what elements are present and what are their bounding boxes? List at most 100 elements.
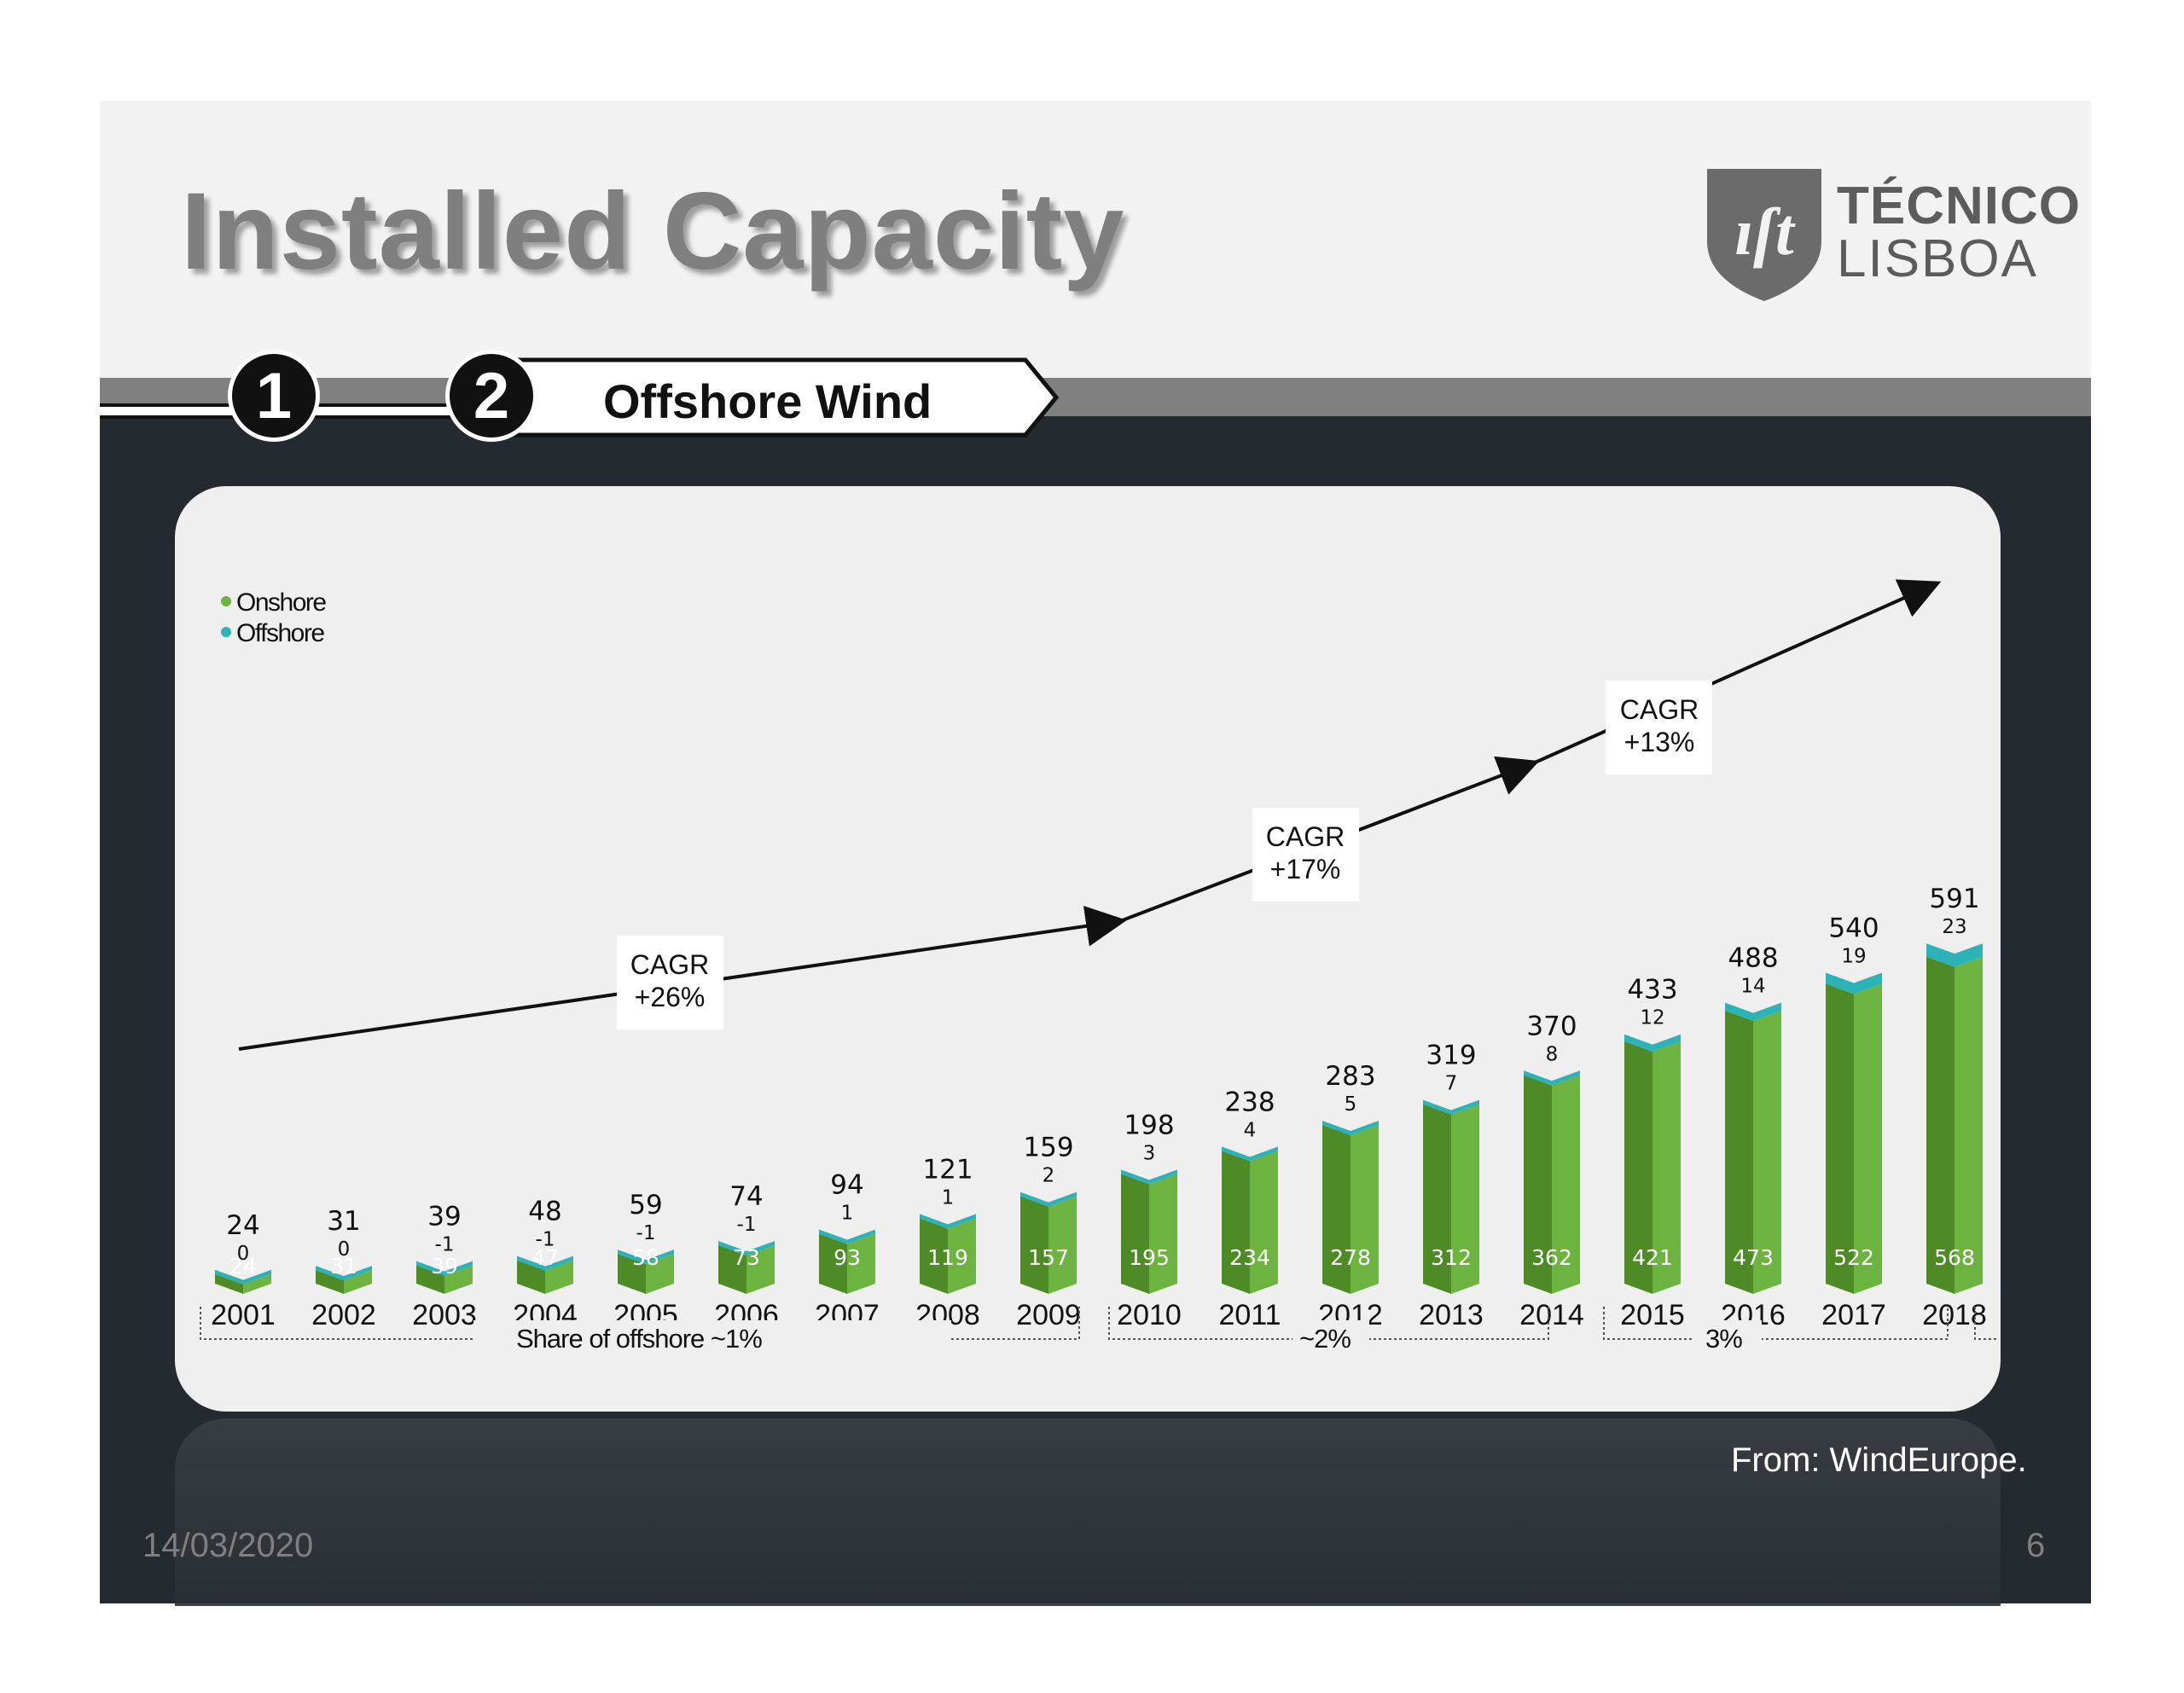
- x-tick-label: 2001: [211, 1299, 276, 1331]
- x-tick-label: 2018: [1922, 1299, 1987, 1331]
- step-1-circle[interactable]: 1: [228, 350, 320, 442]
- cagr-2-line2: +17%: [1270, 854, 1341, 884]
- cagr-1-line2: +26%: [635, 982, 706, 1012]
- offshore-label: 1: [841, 1203, 854, 1225]
- onshore-label: 522: [1833, 1245, 1874, 1270]
- share-label-bg-2: [1292, 1320, 1369, 1358]
- step-2-circle[interactable]: 2: [445, 350, 537, 442]
- onshore-label: 473: [1733, 1245, 1774, 1270]
- share-bracket-3: [1603, 1307, 1949, 1340]
- onshore-label: 93: [834, 1245, 861, 1270]
- legend-onshore-swatch: [221, 596, 231, 606]
- onshore-bar-right-face: [1350, 1124, 1379, 1294]
- total-label: 591: [1929, 884, 1979, 914]
- offshore-bar-segment: [1423, 1099, 1479, 1115]
- onshore-bar-right-face: [243, 1273, 271, 1294]
- total-label: 59: [629, 1190, 662, 1220]
- offshore-label: 1: [942, 1186, 955, 1209]
- x-tick-label: 2015: [1620, 1299, 1685, 1331]
- share-label-1: Share of offshore ~1%: [516, 1324, 762, 1354]
- onshore-bar-left-face: [1826, 983, 1854, 1294]
- share-bracket-4: [1974, 1307, 2001, 1340]
- onshore-bar-right-face: [646, 1254, 674, 1294]
- total-label: 94: [830, 1170, 863, 1201]
- offshore-label: 3: [1143, 1142, 1156, 1164]
- offshore-bar-segment: [819, 1229, 875, 1244]
- offshore-bar-segment: [1926, 943, 1983, 967]
- offshore-label: 8: [1546, 1043, 1559, 1065]
- offshore-label: 4: [1244, 1119, 1257, 1141]
- onshore-bar-left-face: [1926, 956, 1955, 1294]
- onshore-bar-left-face: [416, 1265, 444, 1294]
- offshore-label: 2: [1043, 1165, 1055, 1187]
- offshore-label: -1: [435, 1234, 455, 1256]
- x-tick-label: 2013: [1419, 1299, 1484, 1331]
- onshore-label: 73: [733, 1245, 760, 1270]
- onshore-label: 39: [431, 1254, 458, 1278]
- total-label: 540: [1828, 913, 1879, 944]
- onshore-label: 24: [229, 1254, 257, 1278]
- slide-date: 14/03/2020: [142, 1527, 314, 1564]
- x-tick-label: 2009: [1016, 1299, 1081, 1331]
- legend-offshore-label: Offshore: [236, 619, 324, 647]
- cagr-annotation-2: CAGR +17%: [1252, 808, 1359, 902]
- offshore-bar-segment: [1624, 1034, 1681, 1052]
- share-label-bg-3: [1693, 1320, 1762, 1358]
- progress-line: [100, 403, 543, 419]
- offshore-bar-segment: [316, 1266, 372, 1281]
- onshore-label: 234: [1229, 1245, 1270, 1270]
- total-label: 370: [1526, 1011, 1577, 1041]
- offshore-bar-segment: [1826, 972, 1882, 994]
- trend-arrows: [238, 579, 1942, 1051]
- logo-line-2: LISBOA: [1837, 229, 2038, 288]
- trend-arrow-3: [1532, 579, 1942, 765]
- onshore-bar-left-face: [618, 1254, 646, 1294]
- share-label-bg-1: [473, 1320, 951, 1358]
- chart-card: Onshore Offshore CAGR +26% CAGR +17%: [175, 486, 2001, 1412]
- shield-icon: ıſt: [1707, 169, 1821, 301]
- onshore-bar-right-face: [1149, 1174, 1177, 1294]
- total-label: 74: [729, 1181, 763, 1212]
- total-label: 238: [1224, 1087, 1275, 1117]
- offshore-bar-segment: [1322, 1120, 1379, 1135]
- onshore-bar-right-face: [344, 1270, 372, 1294]
- onshore-label: 58: [632, 1245, 659, 1270]
- slide-title: Installed Capacity: [181, 171, 1125, 293]
- onshore-label: 195: [1129, 1245, 1170, 1270]
- onshore-bar-right-face: [1753, 1011, 1781, 1294]
- onshore-bar-right-face: [1653, 1041, 1681, 1294]
- chart-reflection: [175, 1418, 2001, 1606]
- svg-text:ıſt: ıſt: [1734, 194, 1796, 269]
- offshore-bar-segment: [1222, 1146, 1278, 1162]
- onshore-bar-left-face: [718, 1245, 746, 1294]
- x-tick-label: 2017: [1821, 1299, 1886, 1331]
- share-label-3: 3%: [1705, 1324, 1742, 1354]
- source-note: From: WindEurope.: [1731, 1441, 2027, 1479]
- onshore-bar-left-face: [517, 1260, 545, 1294]
- offshore-bar-segment: [1020, 1191, 1077, 1207]
- offshore-label: 0: [237, 1243, 250, 1265]
- total-label: 198: [1124, 1110, 1174, 1140]
- onshore-bar-left-face: [1222, 1151, 1250, 1294]
- onshore-bar-right-face: [444, 1265, 473, 1294]
- onshore-bar-right-face: [1552, 1075, 1580, 1294]
- total-label: 39: [427, 1202, 461, 1232]
- x-tick-label: 2003: [412, 1299, 477, 1331]
- total-label: 159: [1023, 1133, 1073, 1163]
- onshore-bar-right-face: [948, 1218, 976, 1294]
- slide: Installed Capacity ıſt TÉCNICO LISBOA 1 …: [100, 101, 2091, 1606]
- legend: Onshore Offshore: [221, 588, 328, 647]
- offshore-label: 7: [1445, 1073, 1458, 1095]
- onshore-label: 278: [1330, 1245, 1371, 1270]
- onshore-label: 31: [330, 1254, 357, 1278]
- offshore-label: 19: [1841, 946, 1866, 968]
- x-tick-label: 2014: [1519, 1299, 1584, 1331]
- offshore-label: 5: [1345, 1093, 1357, 1116]
- onshore-bar-right-face: [847, 1233, 875, 1294]
- legend-offshore-swatch: [221, 627, 231, 637]
- offshore-bar-segment: [718, 1241, 775, 1256]
- onshore-bar-left-face: [215, 1273, 243, 1294]
- cagr-3-line1: CAGR: [1620, 694, 1699, 725]
- cagr-annotation-3: CAGR +13%: [1606, 681, 1712, 774]
- onshore-bar-right-face: [1250, 1151, 1278, 1294]
